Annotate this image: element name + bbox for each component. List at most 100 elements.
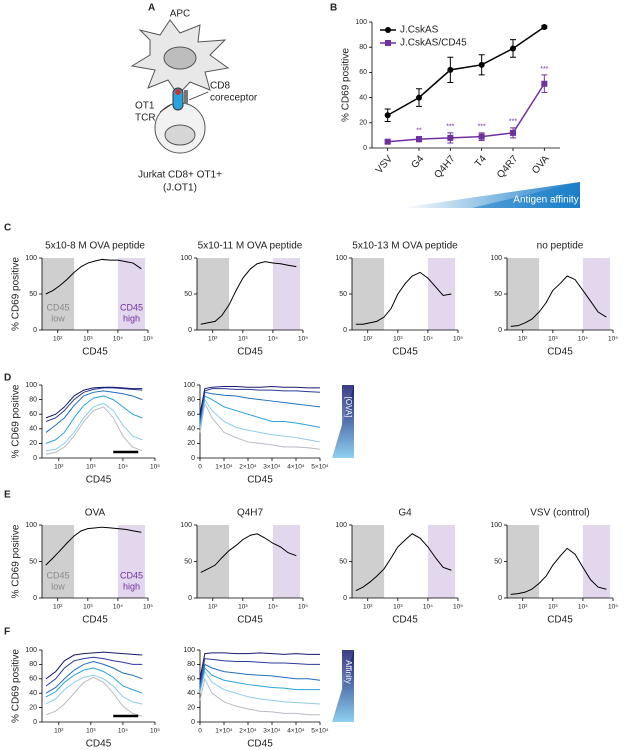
y-tick-label: 100 [183, 647, 195, 654]
y-tick-label: 60 [359, 69, 367, 76]
region-label: CD45 [120, 302, 143, 312]
series-line [199, 401, 321, 450]
y-tick-label: 100 [490, 255, 502, 262]
y-tick-label: 50 [184, 291, 192, 298]
x-tick-label: 10³ [86, 464, 96, 471]
series-line [45, 676, 143, 717]
shaded-region [42, 258, 75, 330]
series-line [45, 386, 143, 419]
marker [416, 136, 422, 143]
region-label: low [51, 313, 65, 323]
y-axis-label: % CD69 positive [11, 257, 22, 331]
y-tick-label: 40 [187, 690, 195, 697]
y-tick-label: 0 [343, 595, 347, 602]
shaded-region [427, 525, 456, 598]
x-tick-label: 5×10⁴ [311, 728, 329, 735]
x-tick-label: 10⁴ [268, 336, 278, 343]
x-tick-label: 10⁵ [298, 336, 308, 343]
y-tick-label: 40 [359, 94, 367, 101]
x-tick-label: 10⁵ [453, 604, 463, 611]
chart-title: 5x10-13 M OVA peptide [352, 241, 458, 252]
x-tick-label: 10² [363, 604, 373, 611]
x-tick-label: 10² [53, 336, 63, 343]
marker [447, 66, 454, 73]
shaded-region [582, 525, 611, 598]
x-tick-label: 5×10⁴ [311, 464, 329, 471]
x-tick-label: 0 [198, 728, 202, 735]
shaded-region [272, 258, 301, 330]
x-tick-label: 10² [518, 336, 528, 343]
x-tick-label: 10⁵ [298, 604, 308, 611]
chart-title: Q4H7 [237, 508, 264, 519]
x-tick-label: 10² [54, 464, 64, 471]
affinity-arrow-solid [472, 182, 580, 208]
diagram: APC CD8 coreceptor OT1 TCR Jurkat CD8+ O… [130, 9, 258, 194]
marker [478, 61, 485, 68]
series-line [387, 83, 545, 143]
apc-label: APC [170, 9, 191, 20]
x-tick-label: 10³ [83, 604, 93, 611]
shaded-region [352, 258, 385, 330]
x-tick-label: 4×10⁴ [287, 464, 305, 471]
x-axis-label: CD45 [392, 615, 418, 626]
panel-letter: A [148, 3, 155, 14]
significance: *** [478, 124, 486, 131]
x-axis-label: CD45 [392, 347, 418, 358]
y-tick-label: 50 [29, 291, 37, 298]
series-line [45, 387, 143, 422]
y-tick-label: 100 [25, 522, 37, 529]
series-line [199, 652, 320, 679]
x-tick-label: G4 [409, 153, 426, 171]
x-axis-label: CD45 [82, 615, 108, 626]
series-line [510, 547, 607, 595]
y-tick-label: 80 [187, 396, 195, 403]
y-tick-label: 40 [187, 426, 195, 433]
x-tick-label: 0 [198, 464, 202, 471]
x-tick-label: 10³ [238, 604, 248, 611]
x-axis-label: CD45 [237, 347, 263, 358]
jurkat-nucleus [164, 124, 196, 146]
x-tick-label: 10⁴ [578, 336, 588, 343]
y-tick-label: 20 [187, 440, 195, 447]
x-tick-label: 10⁵ [150, 464, 160, 471]
cell-label: (J.OT1) [163, 183, 197, 194]
y-tick-label: 100 [180, 522, 192, 529]
x-tick-label: 10⁴ [423, 604, 433, 611]
y-tick-label: 60 [187, 411, 195, 418]
tcr-label: OT1 [135, 101, 155, 112]
x-tick-label: 10⁴ [578, 604, 588, 611]
panel-letter: B [330, 3, 337, 14]
y-tick-label: 100 [25, 647, 37, 654]
x-axis-label: CD45 [86, 475, 112, 486]
x-tick-label: 10² [54, 728, 64, 735]
shaded-region [272, 525, 301, 598]
chart-title: G4 [398, 508, 412, 519]
marker [541, 80, 548, 87]
y-tick-label: 50 [29, 558, 37, 565]
y-tick-label: 0 [188, 327, 192, 334]
y-tick-label: 0 [498, 327, 502, 334]
shaded-region [197, 258, 230, 330]
series-line [510, 275, 607, 327]
y-tick-label: 50 [494, 558, 502, 565]
x-tick-label: 10⁴ [113, 604, 123, 611]
y-tick-label: 80 [29, 396, 37, 403]
x-tick-label: 10⁵ [608, 336, 618, 343]
significance: *** [540, 66, 548, 73]
y-tick-label: 50 [184, 558, 192, 565]
y-axis-label: % CD69 positive [11, 649, 22, 723]
series-line [355, 533, 452, 592]
y-tick-label: 0 [188, 595, 192, 602]
x-axis-label: CD45 [547, 615, 573, 626]
x-tick-label: 10² [53, 604, 63, 611]
gradient-label: [OVA] [344, 397, 353, 418]
y-tick-label: 80 [187, 661, 195, 668]
x-tick-label: 10² [208, 336, 218, 343]
x-tick-label: 10³ [238, 336, 248, 343]
cd8 [184, 90, 188, 104]
series-line [45, 651, 143, 680]
series-line [355, 271, 452, 325]
gradient-legend-bg [342, 385, 354, 458]
series-line [45, 667, 143, 698]
